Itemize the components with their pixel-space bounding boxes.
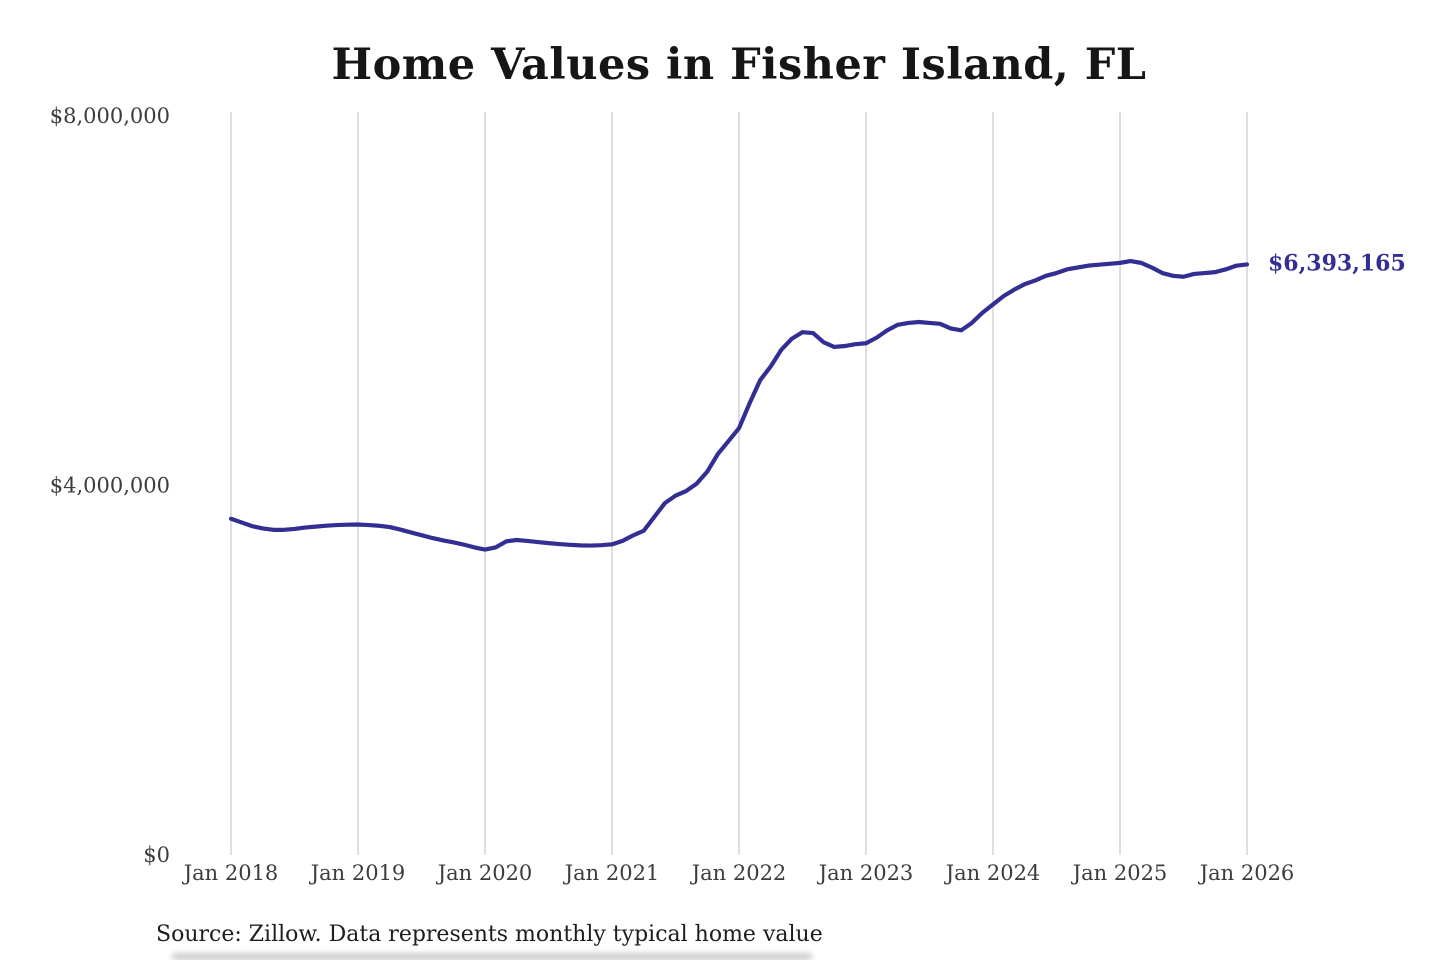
- x-tick-label: Jan 2018: [182, 861, 279, 885]
- x-tick-label: Jan 2022: [690, 861, 787, 885]
- cropped-text-artifact: [172, 953, 812, 960]
- x-tick-label: Jan 2021: [563, 861, 660, 885]
- x-tick-label: Jan 2020: [436, 861, 533, 885]
- y-tick-label: $8,000,000: [50, 104, 170, 128]
- y-tick-label: $4,000,000: [50, 474, 170, 498]
- x-tick-label: Jan 2023: [817, 861, 914, 885]
- chart-title: Home Values in Fisher Island, FL: [331, 40, 1147, 90]
- y-tick-label: $0: [143, 843, 170, 867]
- x-tick-label: Jan 2025: [1071, 861, 1168, 885]
- source-note: Source: Zillow. Data represents monthly …: [156, 922, 823, 947]
- x-tick-label: Jan 2019: [309, 861, 406, 885]
- x-tick-label: Jan 2026: [1198, 861, 1295, 885]
- end-value-label: $6,393,165: [1268, 250, 1406, 276]
- x-tick-label: Jan 2024: [944, 861, 1041, 885]
- home-value-series-line: [228, 258, 1250, 552]
